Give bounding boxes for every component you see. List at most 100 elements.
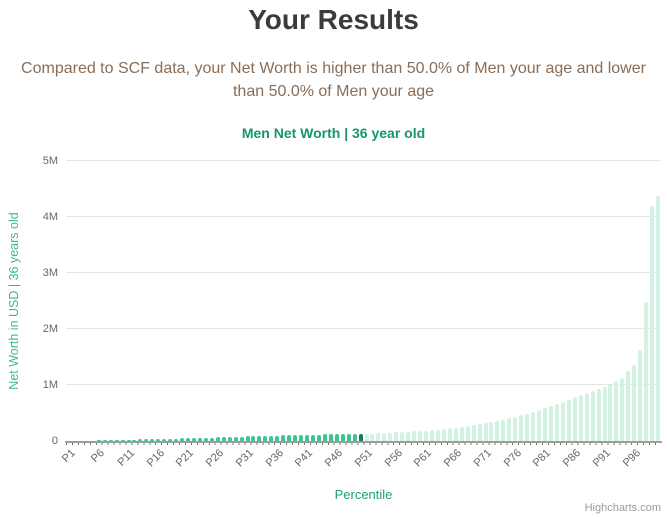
bar-p27[interactable] bbox=[221, 437, 226, 441]
bar-p89[interactable] bbox=[590, 391, 595, 441]
bar-p64[interactable] bbox=[441, 429, 446, 441]
bar-p72[interactable] bbox=[489, 422, 494, 441]
bar-p66[interactable] bbox=[453, 427, 458, 441]
bar-p87[interactable] bbox=[578, 395, 583, 441]
bar-p16[interactable] bbox=[156, 438, 161, 441]
bar-p10[interactable] bbox=[120, 439, 125, 441]
bar-p7[interactable] bbox=[102, 440, 107, 441]
bar-p11[interactable] bbox=[126, 439, 131, 441]
bar-p53[interactable] bbox=[376, 433, 381, 441]
bar-p17[interactable] bbox=[162, 438, 167, 441]
bar-p74[interactable] bbox=[501, 419, 506, 441]
bar-p37[interactable] bbox=[281, 435, 286, 441]
bar-p70[interactable] bbox=[477, 424, 482, 441]
bar-p93[interactable] bbox=[614, 381, 619, 441]
bar-p58[interactable] bbox=[406, 431, 411, 441]
bar-p83[interactable] bbox=[554, 404, 559, 441]
bar-p78[interactable] bbox=[525, 413, 530, 441]
bar-p23[interactable] bbox=[197, 437, 202, 441]
bar-p80[interactable] bbox=[537, 410, 542, 441]
bar-p19[interactable] bbox=[174, 438, 179, 441]
bar-p68[interactable] bbox=[465, 426, 470, 441]
x-axis-label: P11 bbox=[115, 447, 137, 469]
bar-p29[interactable] bbox=[233, 436, 238, 441]
highcharts-credit[interactable]: Highcharts.com bbox=[584, 502, 661, 514]
bar-p28[interactable] bbox=[227, 437, 232, 441]
bar-p67[interactable] bbox=[459, 426, 464, 441]
bar-p48[interactable] bbox=[346, 434, 351, 441]
bar-p18[interactable] bbox=[168, 438, 173, 441]
bar-p96[interactable] bbox=[632, 365, 637, 441]
bar-p54[interactable] bbox=[382, 433, 387, 441]
bar-p12[interactable] bbox=[132, 439, 137, 441]
bar-p9[interactable] bbox=[114, 439, 119, 441]
gridline bbox=[66, 328, 661, 329]
x-axis-label: P81 bbox=[531, 447, 554, 470]
bar-p14[interactable] bbox=[144, 439, 149, 441]
bar-p73[interactable] bbox=[495, 421, 500, 441]
bar-p26[interactable] bbox=[215, 437, 220, 441]
bar-p32[interactable] bbox=[251, 436, 256, 441]
bar-p49[interactable] bbox=[352, 434, 357, 441]
bar-p100[interactable] bbox=[656, 195, 661, 441]
bar-p6[interactable] bbox=[96, 440, 101, 441]
bar-p38[interactable] bbox=[287, 435, 292, 441]
bar-p8[interactable] bbox=[108, 440, 113, 441]
bar-p82[interactable] bbox=[548, 406, 553, 441]
bar-p84[interactable] bbox=[560, 401, 565, 441]
bar-p35[interactable] bbox=[269, 435, 274, 441]
bar-p36[interactable] bbox=[275, 435, 280, 441]
bar-p63[interactable] bbox=[435, 429, 440, 441]
bar-p45[interactable] bbox=[328, 434, 333, 441]
bar-p46[interactable] bbox=[334, 434, 339, 441]
bar-p76[interactable] bbox=[513, 416, 518, 441]
bar-p30[interactable] bbox=[239, 436, 244, 441]
bar-p22[interactable] bbox=[191, 438, 196, 441]
bar-p47[interactable] bbox=[340, 434, 345, 441]
bar-p98[interactable] bbox=[644, 301, 649, 441]
bar-p33[interactable] bbox=[257, 436, 262, 441]
bar-p59[interactable] bbox=[412, 431, 417, 441]
bar-p61[interactable] bbox=[424, 430, 428, 441]
bar-p94[interactable] bbox=[620, 378, 625, 441]
bar-p52[interactable] bbox=[370, 433, 375, 441]
bar-p31[interactable] bbox=[245, 436, 250, 441]
bar-p24[interactable] bbox=[203, 437, 208, 441]
bar-p40[interactable] bbox=[299, 434, 304, 441]
bar-p92[interactable] bbox=[608, 384, 613, 441]
bar-p50[interactable] bbox=[358, 433, 363, 441]
bar-p56[interactable] bbox=[394, 432, 399, 441]
bar-p85[interactable] bbox=[566, 399, 571, 441]
bar-p60[interactable] bbox=[418, 431, 423, 441]
bar-p62[interactable] bbox=[429, 430, 434, 441]
bar-p51[interactable] bbox=[364, 433, 369, 441]
bar-p34[interactable] bbox=[263, 435, 268, 441]
bar-p20[interactable] bbox=[180, 438, 185, 441]
bar-p44[interactable] bbox=[322, 434, 327, 441]
bar-p91[interactable] bbox=[602, 386, 607, 441]
bar-p79[interactable] bbox=[531, 412, 536, 441]
bar-p71[interactable] bbox=[483, 423, 488, 441]
bar-p57[interactable] bbox=[400, 432, 405, 441]
bar-p75[interactable] bbox=[507, 418, 512, 441]
bar-p65[interactable] bbox=[447, 428, 452, 441]
bar-p13[interactable] bbox=[138, 439, 143, 441]
bar-p15[interactable] bbox=[150, 439, 155, 441]
bar-p99[interactable] bbox=[650, 205, 655, 441]
bar-p41[interactable] bbox=[305, 434, 309, 441]
bar-p5[interactable] bbox=[90, 440, 95, 441]
bar-p25[interactable] bbox=[209, 437, 214, 441]
bar-p42[interactable] bbox=[310, 434, 315, 441]
bar-p90[interactable] bbox=[596, 389, 601, 441]
bar-p86[interactable] bbox=[572, 397, 577, 441]
bar-p43[interactable] bbox=[316, 434, 321, 441]
bar-p77[interactable] bbox=[519, 415, 524, 441]
bar-p88[interactable] bbox=[584, 393, 589, 441]
bar-p55[interactable] bbox=[388, 432, 393, 441]
bar-p81[interactable] bbox=[543, 408, 547, 441]
bar-p69[interactable] bbox=[471, 425, 476, 441]
bar-p39[interactable] bbox=[293, 435, 298, 441]
bar-p21[interactable] bbox=[186, 438, 190, 441]
bar-p97[interactable] bbox=[638, 350, 643, 441]
bar-p95[interactable] bbox=[626, 371, 631, 441]
